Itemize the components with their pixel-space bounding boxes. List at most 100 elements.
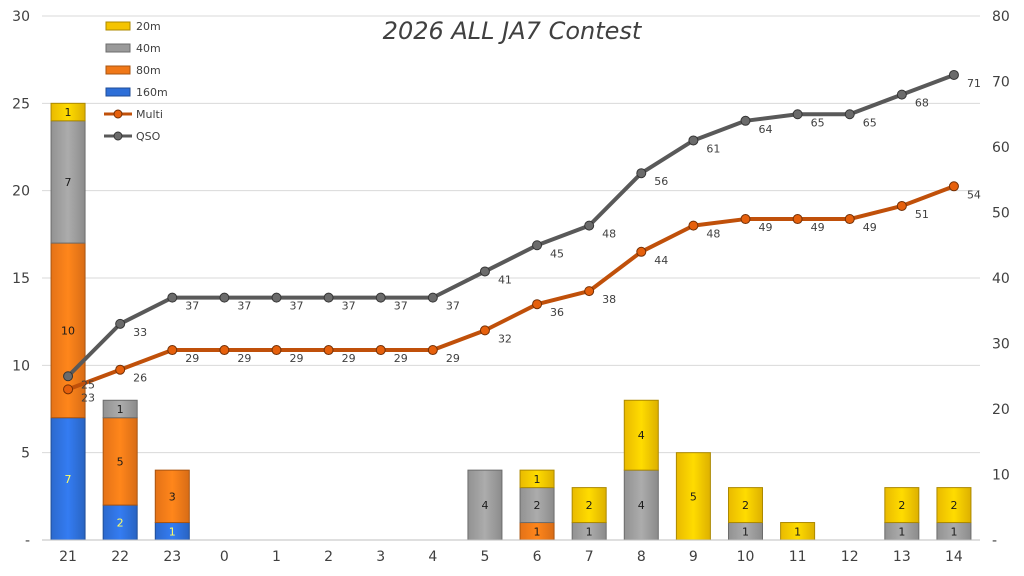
- line-point-Multi: [219, 345, 230, 356]
- line-point-Multi: [584, 286, 595, 297]
- line-point-Multi: [844, 214, 855, 225]
- line-QSO: [66, 73, 955, 378]
- bar-segment-40m: [467, 469, 503, 541]
- x-tick-label: 2: [324, 549, 333, 565]
- legend-swatch-20m: [105, 21, 131, 31]
- bar-segment-label: 1: [169, 525, 176, 538]
- line-point-QSO: [792, 109, 803, 120]
- line-point-label: 64: [759, 123, 773, 136]
- bar-segment-label: 1: [794, 525, 801, 538]
- line-Multi: [67, 184, 955, 392]
- bar-segment-label: 2: [586, 499, 593, 512]
- y-left-tick-label: -: [25, 533, 30, 549]
- line-point-QSO: [167, 292, 178, 303]
- legend-swatch-80m: [105, 65, 131, 75]
- y-right-tick-label: 20: [992, 402, 1010, 418]
- x-tick-label: 1: [272, 549, 281, 565]
- line-point-Multi: [792, 214, 803, 225]
- line-point-QSO: [375, 292, 386, 303]
- line-point-label: 65: [863, 116, 877, 129]
- line-point-QSO: [271, 292, 282, 303]
- y-left-tick-label: 30: [12, 9, 30, 25]
- bar-segment-label: 5: [117, 455, 124, 468]
- line-point-label: 49: [863, 221, 877, 234]
- line-point-Multi: [479, 325, 490, 336]
- line-point-QSO: [115, 318, 126, 329]
- bar-segment-80m: [154, 469, 190, 524]
- line-point-Multi: [740, 214, 751, 225]
- bar-segment-label: 2: [117, 517, 124, 530]
- line-point-Multi: [427, 345, 438, 356]
- bar-segment-label: 1: [534, 525, 541, 538]
- line-point-label: 45: [550, 247, 564, 260]
- y-right-tick-label: 30: [992, 337, 1010, 353]
- line-point-label: 51: [915, 208, 929, 221]
- bar-segment-label: 1: [117, 403, 124, 416]
- bar-segment-160m: [102, 504, 138, 541]
- bar-segment-label: 2: [742, 499, 749, 512]
- line-point-QSO: [688, 135, 699, 146]
- legend-label: 20m: [136, 20, 161, 33]
- line-point-label: 29: [237, 352, 251, 365]
- x-tick-label: 5: [480, 549, 489, 565]
- y-left-tick-label: 15: [12, 271, 30, 287]
- bar-segment-40m: [102, 399, 138, 419]
- bar-segment-label: 3: [169, 490, 176, 503]
- x-tick-label: 9: [689, 549, 698, 565]
- line-point-QSO: [948, 69, 959, 80]
- line-point-label: 29: [342, 352, 356, 365]
- lines: 23 26 29 29 29 29 29 29 32 36 38 44 48 49 49 49 51 54 25 33…: [63, 69, 981, 404]
- line-point-label: 29: [185, 352, 199, 365]
- line-point-label: 26: [133, 372, 147, 385]
- line-point-label: 44: [654, 254, 668, 267]
- y-right-tick-label: 60: [992, 140, 1010, 156]
- line-point-label: 68: [915, 97, 929, 110]
- bar-segment-label: 4: [481, 499, 488, 512]
- line-point-Multi: [375, 345, 386, 356]
- line-point-Multi: [323, 345, 334, 356]
- line-point-label: 54: [967, 188, 981, 201]
- x-tick-label: 22: [111, 549, 129, 565]
- bar-segment-label: 10: [61, 324, 75, 337]
- line-point-label: 48: [706, 228, 720, 241]
- y-left-tick-label: 25: [12, 96, 30, 112]
- line-point-label: 36: [550, 306, 564, 319]
- y-right-tick-label: 50: [992, 206, 1010, 222]
- legend-label: 80m: [136, 64, 161, 77]
- x-tick-label: 13: [893, 549, 911, 565]
- y-right-tick-label: 70: [992, 75, 1010, 91]
- line-point-label: 56: [654, 175, 668, 188]
- y-left-tick-label: 5: [21, 446, 30, 462]
- line-point-label: 49: [811, 221, 825, 234]
- legend: 20m 40m 80m 160m Multi QSO: [104, 20, 168, 143]
- line-point-Multi: [167, 345, 178, 356]
- line-point-label: 37: [394, 300, 408, 313]
- bar-segment-40m: [519, 487, 555, 524]
- y-right-tick-label: 80: [992, 9, 1010, 25]
- bar-segment-20m: [884, 487, 920, 524]
- line-point-label: 37: [446, 300, 460, 313]
- bar-segment-40m: [50, 120, 86, 244]
- bar-segment-20m: [571, 487, 607, 524]
- line-point-Multi: [948, 181, 959, 192]
- bar-segment-label: 4: [638, 499, 645, 512]
- line-point-Multi: [532, 299, 543, 310]
- line-point-label: 29: [446, 352, 460, 365]
- line-point-QSO: [636, 168, 647, 179]
- line-point-label: 48: [602, 228, 616, 241]
- x-tick-label: 11: [789, 549, 807, 565]
- line-point-QSO: [532, 240, 543, 251]
- line-point-label: 32: [498, 332, 512, 345]
- bar-segment-label: 1: [898, 525, 905, 538]
- line-point-label: 41: [498, 273, 512, 286]
- line-point-label: 29: [290, 352, 304, 365]
- line-point-label: 29: [394, 352, 408, 365]
- line-point-Multi: [115, 364, 126, 375]
- y-left-tick-label: 10: [12, 358, 30, 374]
- bar-segment-label: 7: [65, 176, 72, 189]
- y-right-tick-label: -: [992, 533, 997, 549]
